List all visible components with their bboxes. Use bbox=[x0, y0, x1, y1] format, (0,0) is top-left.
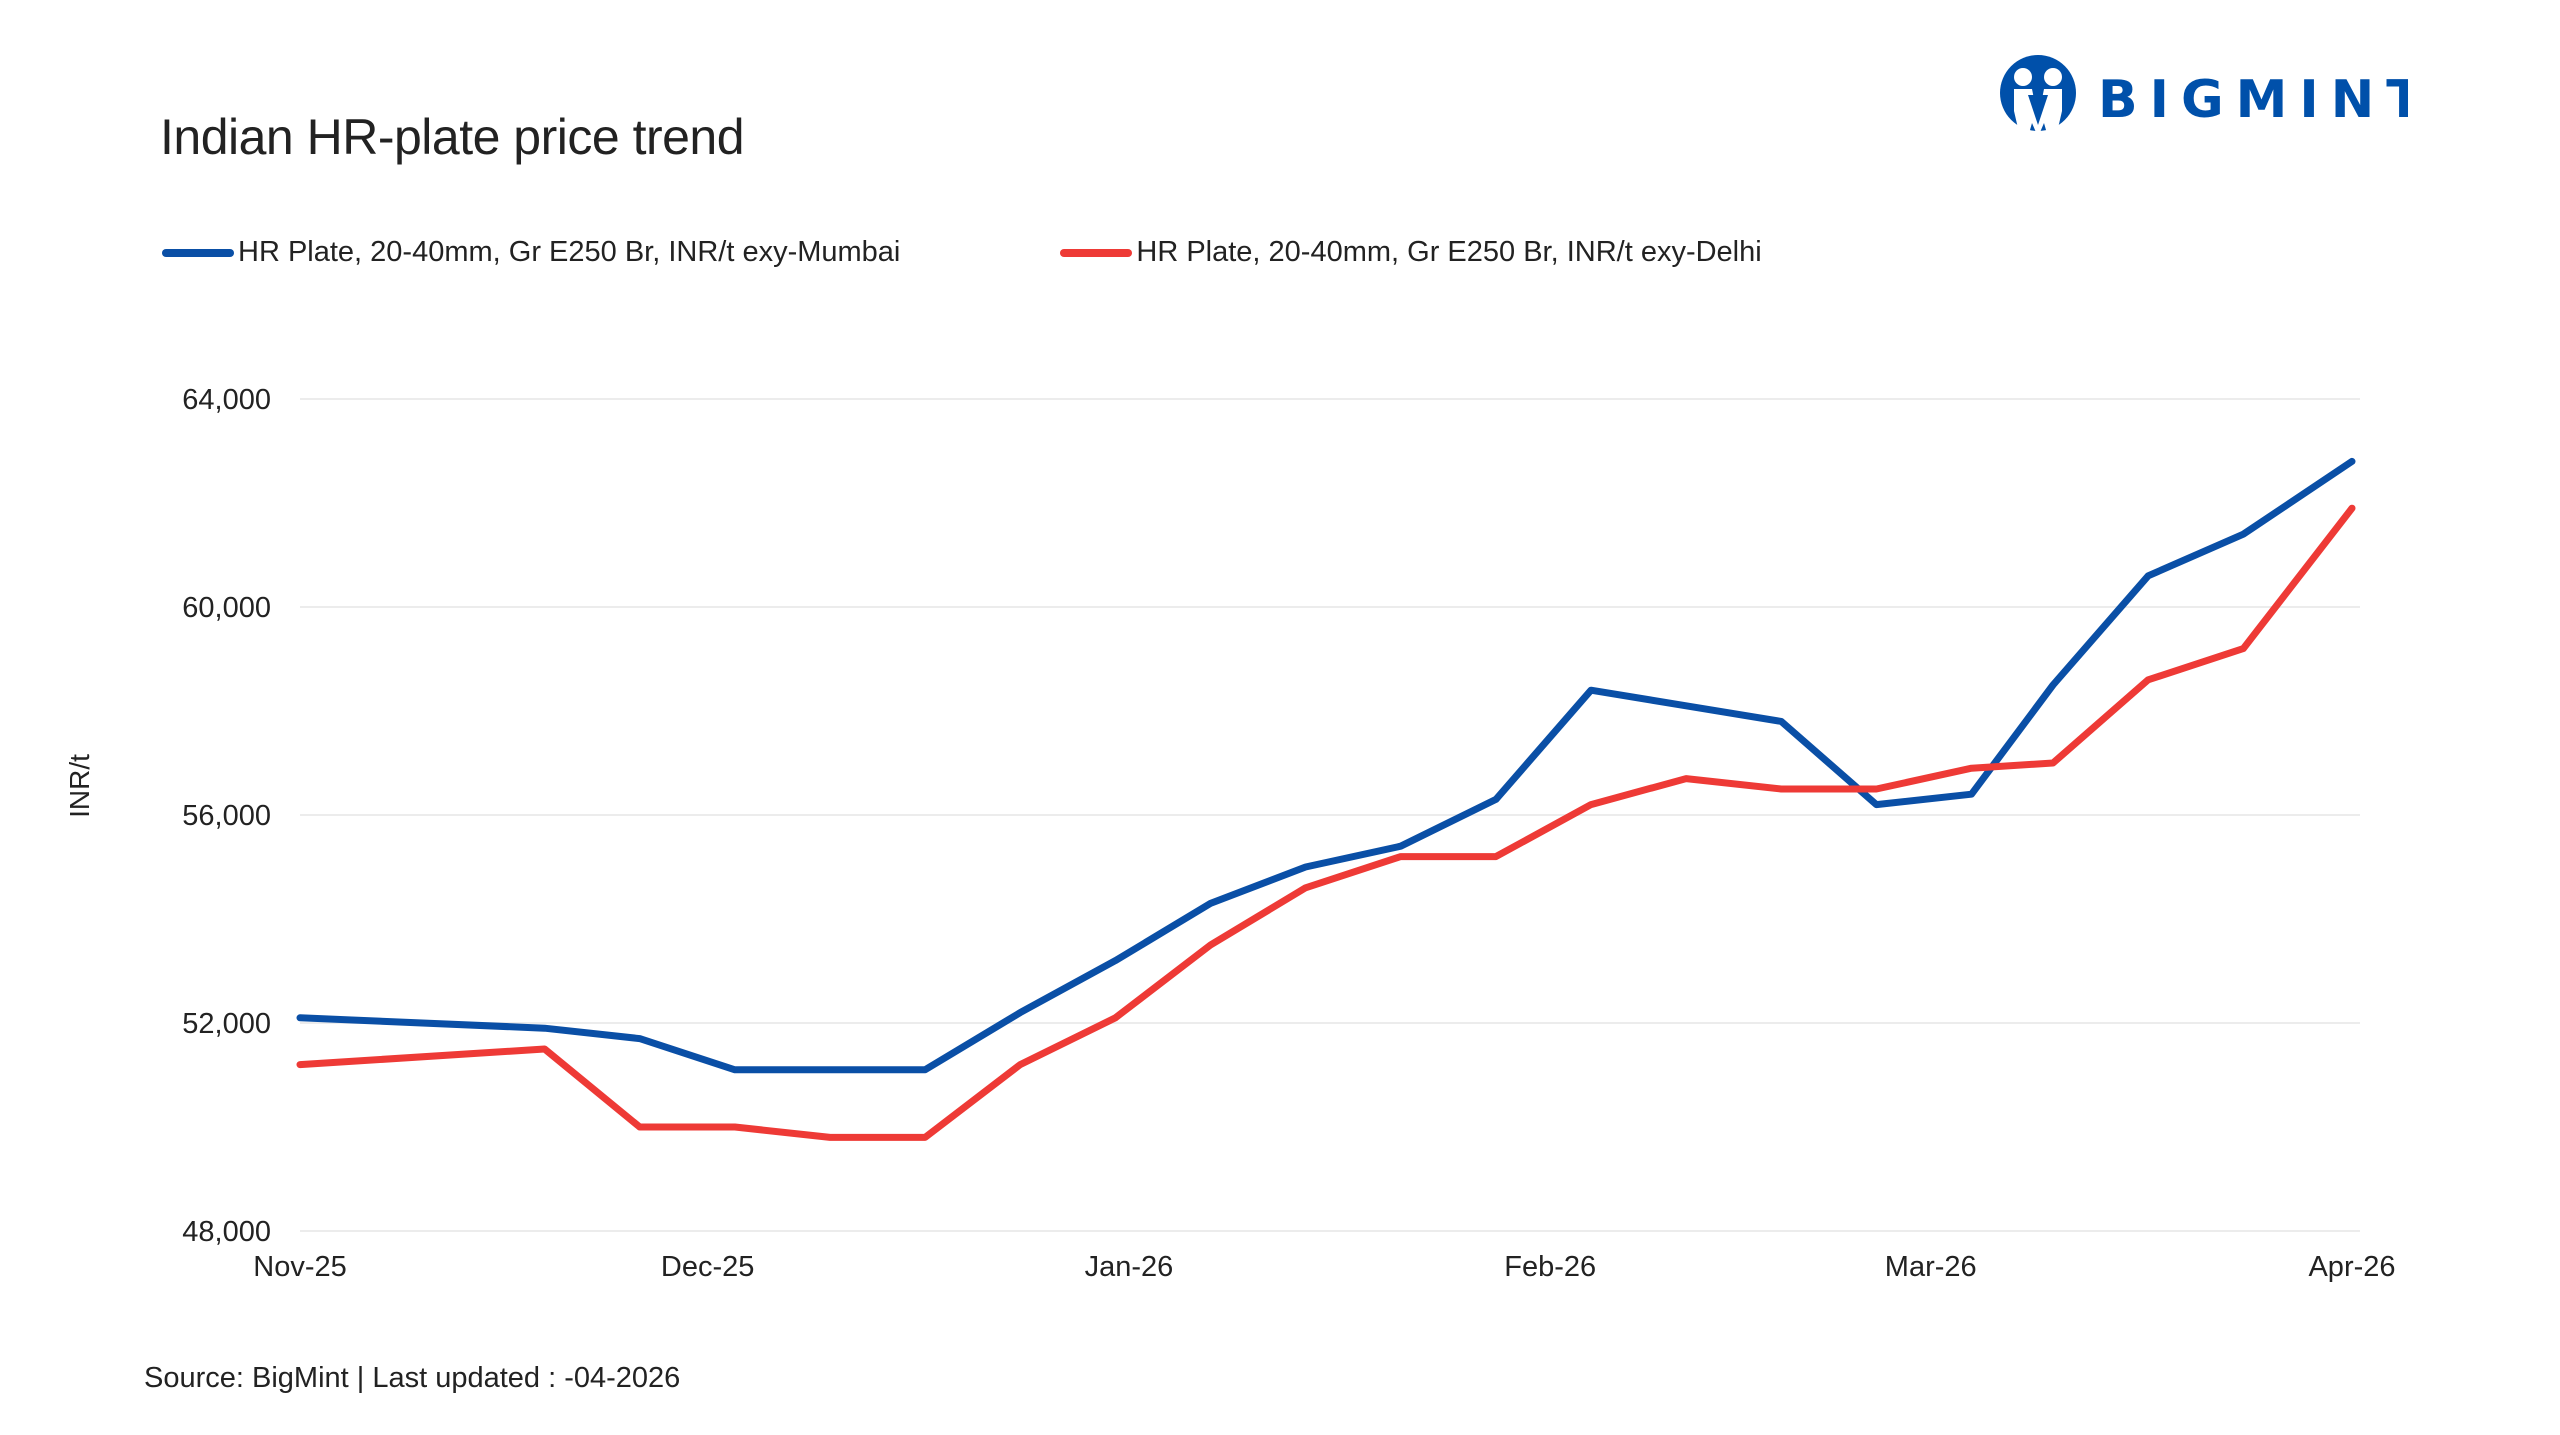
series-line-delhi[interactable] bbox=[296, 504, 2356, 1141]
data-point[interactable] bbox=[2240, 531, 2247, 538]
chart-title: Indian HR-plate price trend bbox=[160, 109, 745, 165]
svg-text:BIGMINT: BIGMINT bbox=[2098, 70, 2408, 130]
legend-swatch-mumbai bbox=[162, 248, 234, 257]
data-point[interactable] bbox=[2050, 682, 2057, 688]
data-point[interactable] bbox=[1587, 801, 1594, 808]
data-point[interactable] bbox=[2050, 760, 2057, 766]
y-tick-label: 52,000 bbox=[182, 1008, 271, 1040]
data-point[interactable] bbox=[1873, 786, 1880, 792]
data-point[interactable] bbox=[731, 1066, 738, 1073]
data-point[interactable] bbox=[1397, 853, 1404, 860]
data-point[interactable] bbox=[1873, 801, 1880, 808]
data-point[interactable] bbox=[922, 1134, 929, 1141]
data-point[interactable] bbox=[2349, 505, 2355, 512]
data-point[interactable] bbox=[1778, 786, 1785, 792]
x-tick-label: Nov-25 bbox=[253, 1251, 347, 1283]
data-point[interactable] bbox=[1302, 884, 1309, 891]
x-tick-label: Dec-25 bbox=[661, 1251, 755, 1283]
data-point[interactable] bbox=[1207, 942, 1214, 948]
data-point[interactable] bbox=[2240, 645, 2247, 652]
data-point[interactable] bbox=[1683, 702, 1690, 709]
data-point[interactable] bbox=[1968, 765, 1975, 772]
data-point[interactable] bbox=[1492, 853, 1499, 860]
bigmint-logo: BIGMINT bbox=[2000, 55, 2408, 137]
data-point[interactable] bbox=[297, 1014, 303, 1021]
legend-item-mumbai[interactable]: HR Plate, 20-40mm, Gr E250 Br, INR/t exy… bbox=[162, 236, 900, 269]
data-point[interactable] bbox=[826, 1134, 833, 1141]
data-point[interactable] bbox=[1112, 957, 1119, 964]
data-point[interactable] bbox=[922, 1066, 929, 1073]
data-point[interactable] bbox=[2145, 572, 2152, 579]
y-tick-label: 56,000 bbox=[182, 800, 271, 832]
y-tick-label: 64,000 bbox=[182, 384, 271, 416]
data-point[interactable] bbox=[1492, 796, 1499, 803]
data-point[interactable] bbox=[1397, 843, 1404, 850]
data-point[interactable] bbox=[636, 1124, 643, 1130]
data-point[interactable] bbox=[2145, 676, 2152, 683]
data-point[interactable] bbox=[541, 1025, 548, 1032]
y-tick-label: 60,000 bbox=[182, 592, 271, 624]
data-point[interactable] bbox=[1683, 775, 1690, 782]
y-tick-label: 48,000 bbox=[182, 1216, 271, 1248]
data-point[interactable] bbox=[1302, 864, 1309, 870]
x-tick-label: Jan-26 bbox=[1085, 1251, 1174, 1283]
data-point[interactable] bbox=[1017, 1061, 1024, 1068]
data-point[interactable] bbox=[826, 1066, 833, 1073]
data-point[interactable] bbox=[731, 1124, 738, 1130]
x-tick-label: Apr-26 bbox=[2308, 1251, 2395, 1283]
legend-swatch-delhi bbox=[1060, 248, 1133, 257]
x-tick-label: Feb-26 bbox=[1504, 1251, 1596, 1283]
data-point[interactable] bbox=[1587, 687, 1594, 694]
legend-label-delhi: HR Plate, 20-40mm, Gr E250 Br, INR/t exy… bbox=[1136, 236, 1762, 268]
data-point[interactable] bbox=[1778, 718, 1785, 725]
data-point[interactable] bbox=[541, 1046, 548, 1052]
data-point[interactable] bbox=[636, 1035, 643, 1042]
legend-label-mumbai: HR Plate, 20-40mm, Gr E250 Br, INR/t exy… bbox=[238, 236, 901, 268]
data-point[interactable] bbox=[1968, 791, 1975, 798]
data-point[interactable] bbox=[297, 1061, 303, 1068]
source-note: Source: BigMint | Last updated : -04-202… bbox=[144, 1362, 681, 1394]
data-point[interactable] bbox=[1112, 1014, 1119, 1021]
data-point[interactable] bbox=[1017, 1009, 1024, 1016]
x-tick-label: Mar-26 bbox=[1885, 1251, 1977, 1283]
chart-legend: HR Plate, 20-40mm, Gr E250 Br, INR/t exy… bbox=[162, 236, 1762, 269]
data-point[interactable] bbox=[1207, 900, 1214, 907]
data-point[interactable] bbox=[2349, 458, 2355, 465]
legend-item-delhi[interactable]: HR Plate, 20-40mm, Gr E250 Br, INR/t exy… bbox=[1060, 236, 1762, 269]
